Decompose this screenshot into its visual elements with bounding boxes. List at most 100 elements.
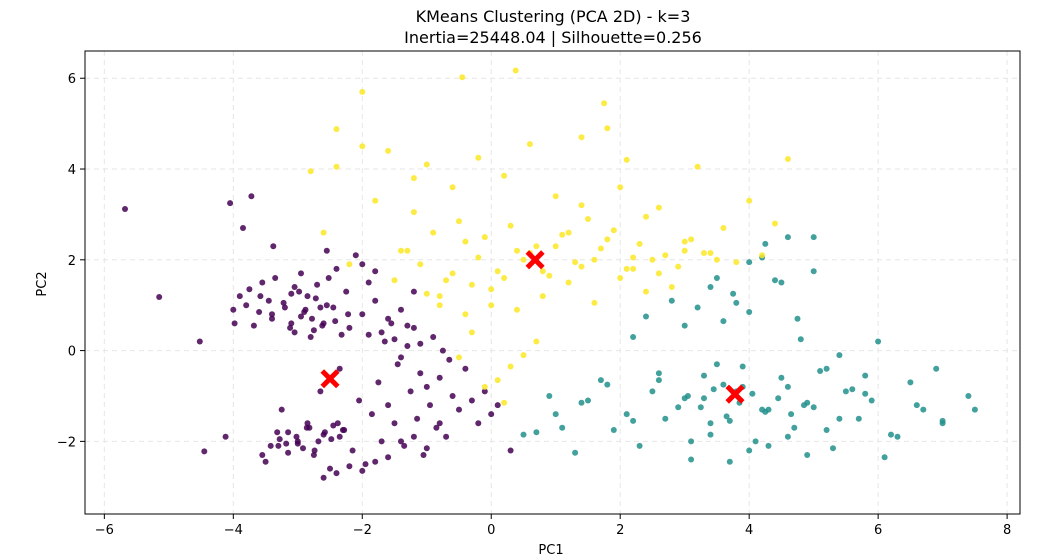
scatter-point-cluster-0 [327, 465, 333, 472]
scatter-point-cluster-2 [701, 250, 707, 256]
centroid-markers [320, 250, 745, 404]
scatter-point-cluster-0 [420, 452, 427, 458]
scatter-point-cluster-0 [410, 324, 417, 331]
scatter-point-cluster-1 [971, 406, 978, 413]
scatter-point-cluster-1 [752, 438, 759, 445]
scatter-point-cluster-1 [701, 395, 707, 402]
scatter-point-cluster-1 [746, 447, 753, 454]
scatter-point-cluster-0 [274, 429, 281, 436]
scatter-point-cluster-0 [334, 420, 341, 427]
scatter-point-cluster-2 [398, 247, 404, 254]
scatter-point-cluster-0 [285, 449, 292, 456]
scatter-point-cluster-1 [730, 290, 737, 297]
scatter-point-cluster-2 [423, 161, 430, 168]
scatter-point-cluster-1 [817, 368, 824, 374]
scatter-point-cluster-2 [436, 302, 443, 309]
scatter-point-cluster-0 [278, 406, 285, 413]
scatter-point-cluster-2 [507, 363, 514, 370]
scatter-point-cluster-0 [311, 447, 318, 454]
x-tick-label: −6 [95, 523, 114, 538]
scatter-point-cluster-1 [559, 424, 566, 431]
scatter-point-cluster-0 [443, 433, 450, 440]
scatter-point-cluster-2 [675, 263, 682, 270]
scatter-point-cluster-1 [655, 370, 662, 377]
scatter-point-cluster-2 [533, 243, 540, 250]
scatter-point-cluster-0 [300, 445, 306, 452]
scatter-point-cluster-1 [533, 429, 540, 436]
y-tick-label: 4 [68, 163, 76, 178]
scatter-point-cluster-0 [293, 433, 300, 440]
scatter-point-cluster-0 [246, 286, 253, 293]
scatter-point-cluster-0 [365, 331, 372, 338]
scatter-point-cluster-2 [662, 252, 669, 259]
scatter-point-cluster-0 [338, 331, 345, 338]
scatter-point-cluster-0 [320, 474, 327, 481]
scatter-point-cluster-2 [559, 231, 566, 238]
grid-lines [85, 51, 1020, 514]
scatter-point-cluster-2 [501, 172, 508, 179]
scatter-point-cluster-1 [784, 234, 791, 241]
scatter-point-cluster-2 [391, 277, 398, 284]
scatter-point-cluster-1 [668, 297, 675, 304]
scatter-point-cluster-0 [332, 318, 339, 325]
scatter-point-cluster-0 [281, 304, 288, 311]
scatter-point-cluster-0 [410, 433, 417, 440]
scatter-point-cluster-2 [707, 250, 714, 256]
scatter-point-cluster-0 [401, 442, 408, 449]
scatter-point-cluster-0 [385, 315, 392, 322]
scatter-point-cluster-0 [330, 304, 337, 311]
scatter-point-cluster-2 [507, 222, 514, 229]
scatter-point-cluster-0 [196, 338, 203, 345]
scatter-point-cluster-0 [398, 306, 404, 313]
scatter-point-cluster-0 [336, 433, 343, 440]
scatter-points [122, 67, 978, 481]
scatter-point-cluster-2 [533, 338, 540, 345]
scatter-point-cluster-0 [272, 275, 279, 281]
scatter-point-cluster-1 [765, 442, 772, 449]
scatter-point-cluster-2 [494, 377, 501, 384]
scatter-point-cluster-0 [291, 329, 298, 336]
scatter-point-cluster-1 [830, 445, 836, 452]
scatter-point-cluster-0 [315, 438, 322, 445]
scatter-point-cluster-1 [823, 427, 830, 433]
scatter-point-cluster-1 [772, 277, 778, 284]
scatter-point-cluster-0 [275, 442, 282, 449]
scatter-point-cluster-1 [643, 313, 649, 320]
scatter-point-cluster-0 [227, 200, 234, 207]
scatter-point-cluster-0 [230, 306, 237, 313]
scatter-point-cluster-2 [617, 275, 624, 281]
scatter-point-cluster-1 [713, 275, 720, 281]
y-axis-ticks: −2 0 2 4 6 [57, 72, 85, 450]
scatter-point-cluster-2 [610, 227, 617, 234]
scatter-point-cluster-2 [539, 268, 546, 275]
scatter-point-cluster-2 [784, 156, 791, 162]
scatter-point-cluster-2 [623, 156, 630, 163]
scatter-point-cluster-2 [636, 240, 643, 247]
scatter-point-cluster-0 [285, 429, 292, 436]
scatter-point-cluster-1 [823, 365, 830, 372]
scatter-point-cluster-2 [443, 277, 450, 284]
scatter-point-cluster-0 [122, 206, 128, 212]
scatter-point-cluster-1 [675, 404, 682, 411]
scatter-point-cluster-1 [623, 411, 630, 418]
scatter-point-cluster-1 [762, 240, 769, 247]
scatter-point-cluster-2 [655, 204, 662, 211]
scatter-point-cluster-0 [427, 402, 433, 409]
scatter-point-cluster-0 [359, 261, 366, 268]
scatter-point-cluster-0 [294, 440, 301, 447]
scatter-point-cluster-0 [468, 397, 475, 404]
scatter-point-cluster-0 [304, 293, 311, 300]
scatter-point-cluster-1 [862, 372, 869, 379]
scatter-point-cluster-0 [341, 427, 348, 433]
scatter-point-cluster-2 [565, 229, 572, 236]
scatter-point-cluster-0 [259, 279, 266, 286]
scatter-point-cluster-2 [320, 229, 327, 236]
scatter-point-cluster-1 [630, 417, 637, 424]
scatter-point-cluster-0 [201, 448, 208, 455]
scatter-point-cluster-0 [269, 315, 275, 322]
scatter-point-cluster-1 [784, 433, 791, 440]
scatter-point-cluster-1 [720, 318, 727, 325]
scatter-point-cluster-2 [526, 141, 533, 148]
scatter-point-cluster-2 [552, 243, 559, 250]
scatter-point-cluster-2 [694, 163, 701, 170]
